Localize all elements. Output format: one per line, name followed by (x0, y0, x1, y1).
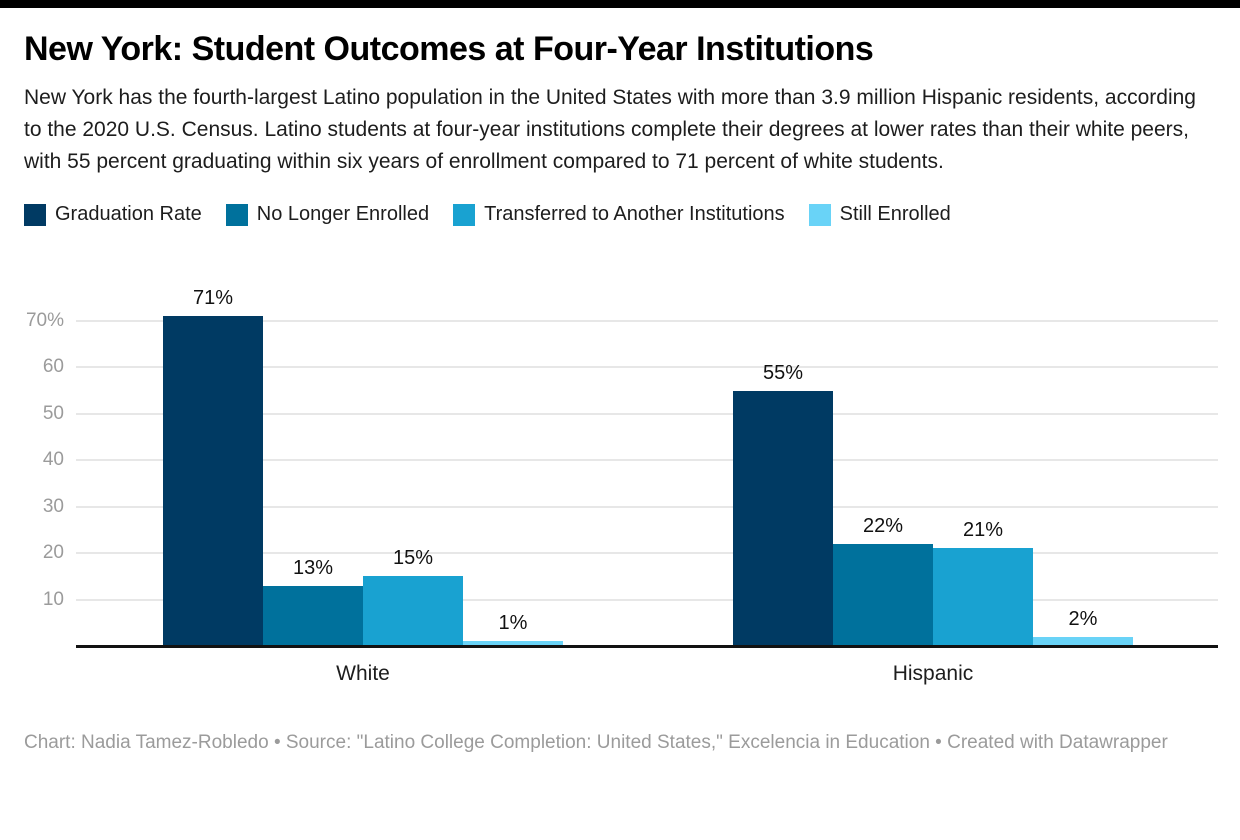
legend-label: Graduation Rate (55, 203, 202, 225)
gridline (76, 505, 1218, 508)
legend-swatch-icon (453, 203, 476, 226)
legend: Graduation Rate No Longer Enrolled Transfe… (24, 203, 1216, 226)
legend-item-still-enrolled: Still Enrolled (808, 203, 951, 226)
legend-item-graduation-rate: Graduation Rate (24, 203, 202, 226)
x-axis-category-label: White (336, 662, 390, 685)
bar-value-label: 55% (762, 361, 804, 384)
gridline (76, 552, 1218, 555)
bar-hispanic-graduation-rate (733, 390, 833, 646)
legend-label: No Longer Enrolled (256, 203, 430, 225)
chart-description: New York has the fourth-largest Latino p… (24, 86, 1196, 173)
gridline (76, 412, 1218, 415)
legend-label: Transferred to Another Institutions (484, 203, 785, 225)
legend-item-no-longer-enrolled: No Longer Enrolled (225, 203, 430, 226)
gridline (76, 319, 1218, 322)
bar-hispanic-transferred-to-another-institutions (933, 548, 1033, 646)
y-axis-tick-label: 10 (42, 588, 64, 610)
x-axis-line (76, 645, 1218, 648)
y-axis-tick-label: 50 (42, 402, 64, 424)
bar-chart: 10 20 30 40 50 60 70% 71% 13% 15% 1% White 55% 22% 21%… (0, 228, 1240, 686)
y-axis-tick-label: 20 (42, 542, 64, 564)
bar-value-label: 15% (392, 547, 434, 570)
bar-white-no-longer-enrolled (263, 585, 363, 646)
gridline (76, 366, 1218, 369)
y-axis-tick-label: 30 (42, 495, 64, 517)
bar-value-label: 21% (962, 519, 1004, 542)
x-axis-category-label: Hispanic (892, 662, 974, 685)
attribution-footer: Chart: Nadia Tamez-Robledo • Source: "La… (24, 732, 1168, 753)
y-axis-tick-label: 60 (42, 356, 64, 378)
legend-item-transferred-to-another-institutions: Transferred to Another Institutions (453, 203, 785, 226)
bar-value-label: 13% (292, 556, 334, 579)
bar-value-label: 2% (1068, 607, 1098, 630)
bar-white-transferred-to-another-institutions (363, 576, 463, 646)
chart-title: New York: Student Outcomes at Four-Year … (24, 30, 874, 68)
top-accent-bar (0, 0, 1240, 8)
bar-white-still-enrolled (463, 641, 563, 646)
legend-label: Still Enrolled (839, 203, 951, 225)
gridline (76, 598, 1218, 601)
y-axis-tick-label: 70% (25, 309, 64, 331)
gridline (76, 459, 1218, 462)
bar-white-graduation-rate (163, 316, 263, 646)
y-axis-tick-label: 40 (42, 449, 64, 471)
bar-hispanic-still-enrolled (1033, 636, 1133, 646)
bar-value-label: 71% (192, 287, 234, 310)
bar-value-label: 22% (862, 514, 904, 537)
bar-value-label: 1% (498, 612, 528, 635)
legend-swatch-icon (24, 203, 46, 226)
legend-swatch-icon (808, 203, 831, 226)
bar-hispanic-no-longer-enrolled (833, 543, 933, 646)
legend-swatch-icon (225, 203, 248, 226)
